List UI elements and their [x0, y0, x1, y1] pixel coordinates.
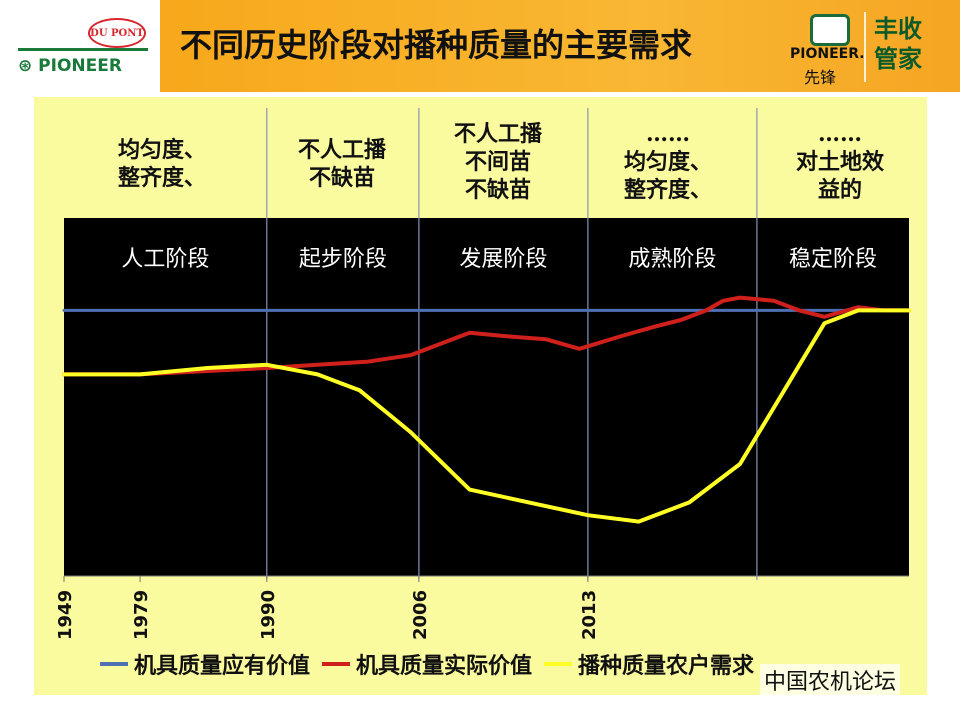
legend-swatch-1 — [100, 662, 128, 666]
legend-label-3: 播种质量农户需求 — [578, 654, 755, 679]
dupont-logo: DU PONT — [88, 18, 146, 48]
stage-label-5: 稳定阶段 — [789, 247, 877, 272]
x-tick-label-1: 1949 — [55, 590, 76, 640]
legend-swatch-2 — [322, 662, 351, 666]
requirement-stage-2: 不人工播 不缺苗 — [297, 137, 386, 191]
legend-swatch-3 — [544, 662, 573, 666]
logo-separator — [864, 12, 866, 82]
series-line-2 — [62, 295, 911, 377]
pioneer-icon: ⊛ — [18, 56, 39, 76]
pioneer-logo-text: ⊛ PIONEER — [18, 56, 122, 76]
pioneer-mark-icon — [810, 14, 850, 46]
pioneer-left-label: PIONEER — [38, 56, 122, 76]
stage-label-2: 起步阶段 — [299, 247, 387, 272]
legend-item-1: 机具质量应有价值 — [100, 648, 310, 680]
x-tick-label-2: 1979 — [131, 590, 152, 640]
plot-background — [64, 218, 909, 576]
stage-label-4: 成熟阶段 — [628, 247, 716, 272]
legend-label-2: 机具质量实际价值 — [356, 654, 533, 679]
stage-label-1: 人工阶段 — [121, 247, 209, 272]
legend-label-1: 机具质量应有价值 — [134, 654, 311, 679]
requirement-stage-4: …… 均匀度、 整齐度、 — [623, 121, 712, 203]
series-line-3 — [62, 308, 911, 524]
fengshou-logo: 丰收 管家 — [874, 14, 922, 74]
chart-legend: 机具质量应有价值 机具质量实际价值 播种质量农户需求 — [100, 648, 766, 680]
stage-label-3: 发展阶段 — [459, 247, 547, 272]
requirement-stage-3: 不人工播 不间苗 不缺苗 — [453, 121, 542, 203]
legend-item-2: 机具质量实际价值 — [322, 648, 532, 680]
requirement-stage-5: …… 对土地效 益的 — [795, 121, 884, 203]
requirement-stage-1: 均匀度、 整齐度、 — [117, 137, 206, 191]
logo-divider — [18, 48, 148, 51]
legend-item-3: 播种质量农户需求 — [544, 648, 754, 680]
brand-logo-right: PIONEER. 先锋 丰收 管家 — [790, 8, 960, 88]
x-tick-label-4: 2006 — [410, 590, 431, 640]
x-tick-label-3: 1990 — [258, 590, 279, 640]
fengshou-line2: 管家 — [874, 45, 922, 73]
slide-header: DU PONT ⊛ PIONEER 不同历史阶段对播种质量的主要需求 PIONE… — [0, 0, 960, 92]
x-tick-label-5: 2013 — [579, 590, 600, 640]
fengshou-line1: 丰收 — [874, 15, 922, 43]
xianfeng-label: 先锋 — [804, 68, 837, 87]
page-title: 不同历史阶段对播种质量的主要需求 — [180, 26, 693, 64]
watermark: 中国农机论坛 — [760, 664, 901, 696]
pioneer-right-label: PIONEER. — [790, 46, 865, 62]
